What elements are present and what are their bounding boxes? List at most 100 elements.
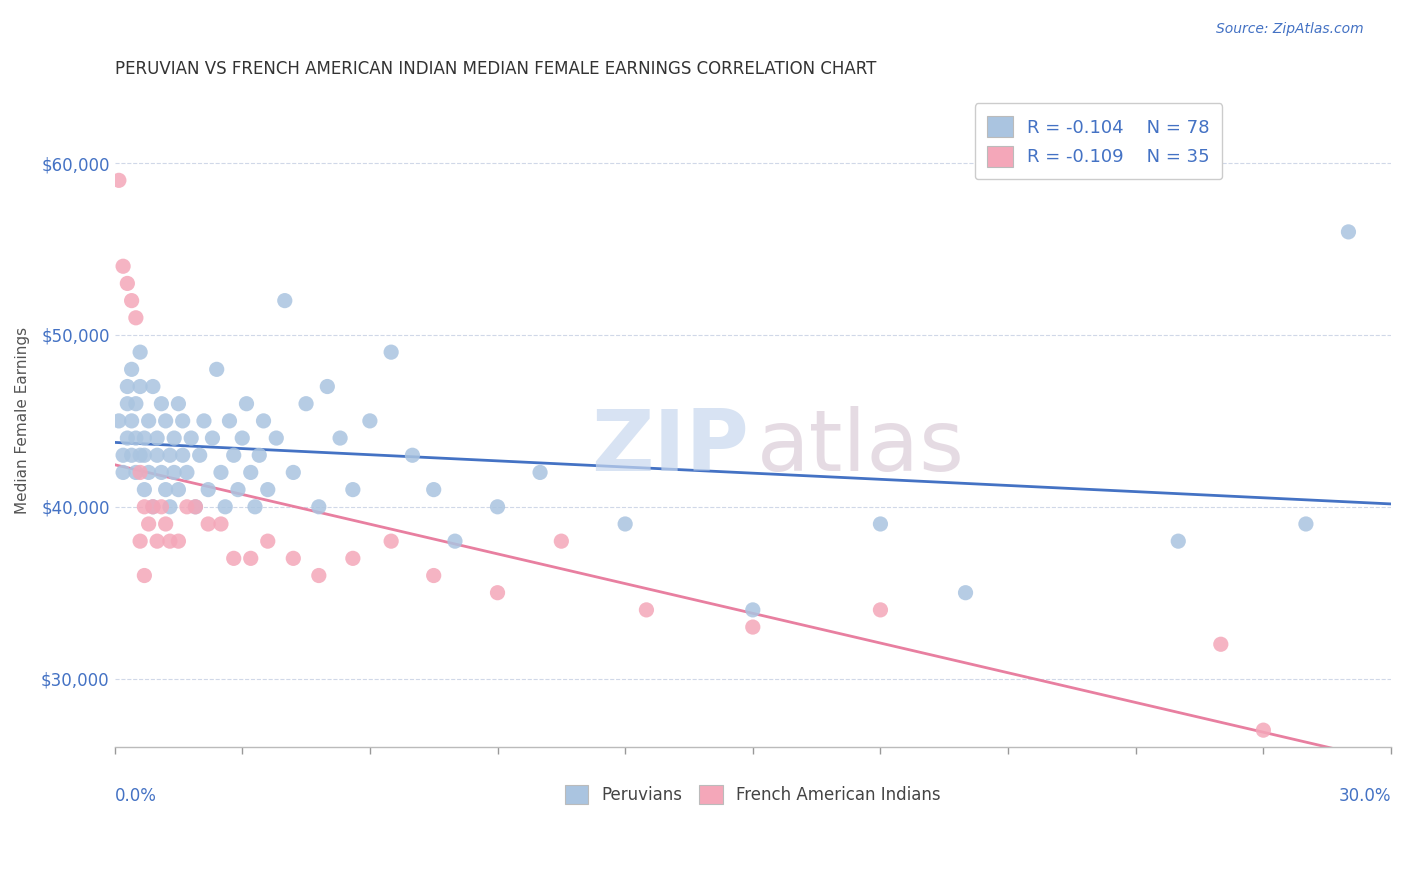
Point: [955, 585, 977, 599]
Point: [380, 345, 402, 359]
Point: [252, 414, 274, 428]
Point: [231, 431, 253, 445]
Point: [283, 466, 305, 480]
Point: [108, 173, 131, 187]
Point: [222, 551, 245, 566]
Point: [121, 362, 143, 376]
Point: [486, 500, 509, 514]
Point: [138, 414, 160, 428]
Point: [129, 345, 152, 359]
Point: [283, 551, 305, 566]
Point: [121, 293, 143, 308]
Text: atlas: atlas: [756, 406, 965, 489]
Text: 0.0%: 0.0%: [115, 787, 156, 805]
Point: [869, 516, 891, 531]
Point: [1209, 637, 1232, 651]
Point: [163, 431, 186, 445]
Point: [167, 483, 190, 497]
Point: [193, 414, 215, 428]
Point: [121, 448, 143, 462]
Point: [142, 500, 165, 514]
Text: ZIP: ZIP: [591, 406, 749, 489]
Point: [274, 293, 297, 308]
Point: [155, 414, 177, 428]
Point: [316, 379, 339, 393]
Point: [201, 431, 224, 445]
Point: [422, 568, 444, 582]
Point: [1337, 225, 1360, 239]
Point: [138, 466, 160, 480]
Point: [134, 500, 156, 514]
Point: [138, 516, 160, 531]
Point: [134, 568, 156, 582]
Point: [256, 534, 278, 549]
Point: [741, 603, 763, 617]
Point: [380, 534, 402, 549]
Point: [235, 397, 257, 411]
Point: [134, 483, 156, 497]
Point: [239, 551, 262, 566]
Point: [129, 379, 152, 393]
Text: PERUVIAN VS FRENCH AMERICAN INDIAN MEDIAN FEMALE EARNINGS CORRELATION CHART: PERUVIAN VS FRENCH AMERICAN INDIAN MEDIA…: [115, 60, 876, 78]
Point: [176, 466, 198, 480]
Point: [121, 414, 143, 428]
Point: [218, 414, 240, 428]
Point: [197, 483, 219, 497]
Point: [125, 466, 148, 480]
Point: [180, 431, 202, 445]
Point: [134, 431, 156, 445]
Point: [150, 397, 173, 411]
Point: [150, 466, 173, 480]
Y-axis label: Median Female Earnings: Median Female Earnings: [15, 327, 30, 515]
Legend: Peruvians, French American Indians: Peruvians, French American Indians: [558, 778, 948, 811]
Point: [209, 466, 232, 480]
Point: [550, 534, 572, 549]
Point: [117, 397, 139, 411]
Point: [256, 483, 278, 497]
Point: [129, 534, 152, 549]
Point: [129, 466, 152, 480]
Point: [205, 362, 228, 376]
Point: [247, 448, 270, 462]
Point: [636, 603, 658, 617]
Point: [150, 500, 173, 514]
Point: [134, 448, 156, 462]
Point: [117, 277, 139, 291]
Point: [329, 431, 352, 445]
Point: [243, 500, 266, 514]
Point: [125, 431, 148, 445]
Point: [112, 448, 135, 462]
Point: [184, 500, 207, 514]
Point: [146, 534, 169, 549]
Text: Source: ZipAtlas.com: Source: ZipAtlas.com: [1216, 22, 1364, 37]
Point: [117, 379, 139, 393]
Point: [108, 414, 131, 428]
Point: [209, 516, 232, 531]
Point: [1253, 723, 1275, 738]
Point: [422, 483, 444, 497]
Point: [741, 620, 763, 634]
Point: [172, 448, 194, 462]
Point: [188, 448, 211, 462]
Point: [142, 500, 165, 514]
Point: [112, 466, 135, 480]
Point: [117, 431, 139, 445]
Point: [222, 448, 245, 462]
Point: [155, 516, 177, 531]
Point: [155, 483, 177, 497]
Point: [295, 397, 318, 411]
Point: [125, 310, 148, 325]
Point: [167, 534, 190, 549]
Point: [239, 466, 262, 480]
Point: [308, 568, 330, 582]
Point: [167, 397, 190, 411]
Point: [159, 534, 181, 549]
Point: [401, 448, 423, 462]
Point: [112, 259, 135, 273]
Point: [146, 431, 169, 445]
Point: [342, 483, 364, 497]
Point: [159, 500, 181, 514]
Point: [125, 397, 148, 411]
Point: [172, 414, 194, 428]
Point: [359, 414, 381, 428]
